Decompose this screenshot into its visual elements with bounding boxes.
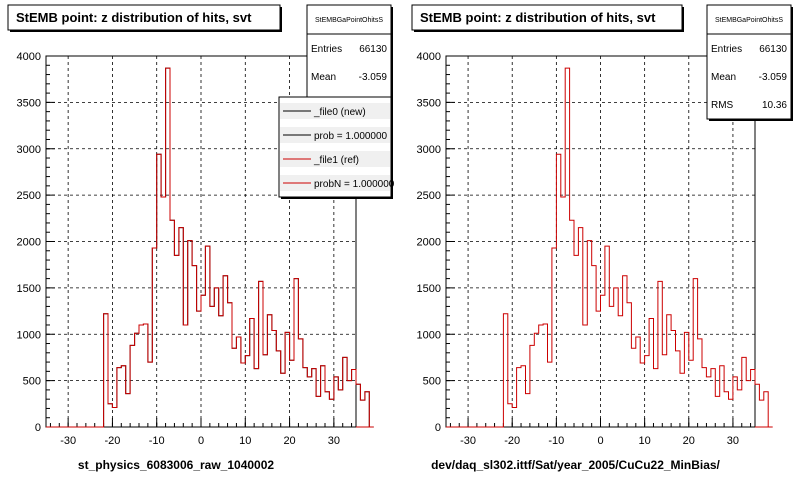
y-tick-label: 500 bbox=[423, 376, 441, 388]
histogram-series-1 bbox=[446, 67, 773, 428]
stats-name: StEMBGaPointOhitsS bbox=[315, 17, 383, 24]
y-tick-label: 2000 bbox=[17, 237, 41, 249]
x-tick-label: -20 bbox=[504, 435, 520, 447]
title-box bbox=[411, 4, 683, 31]
x-tick-label: 20 bbox=[683, 435, 695, 447]
stats-value: 10.36 bbox=[762, 100, 787, 111]
y-tick-label: 4000 bbox=[417, 51, 441, 63]
y-tick-label: 500 bbox=[23, 376, 41, 388]
legend-label-2: prob = 1.000000 bbox=[314, 131, 388, 142]
chart-panel-1: -30 -20 -10 0 10 20 30 0 500 1000 1500 2000 2500 3000… bbox=[7, 4, 395, 472]
y-tick-label: 4000 bbox=[17, 51, 41, 63]
y-tick-label: 0 bbox=[35, 422, 41, 434]
title-box bbox=[7, 4, 281, 31]
x-tick-label: -30 bbox=[60, 435, 76, 447]
y-tick-label: 3000 bbox=[17, 144, 41, 156]
stats-value: 66130 bbox=[759, 44, 787, 55]
legend-label-4: probN = 1.000000 bbox=[314, 179, 395, 190]
stats-value: 66130 bbox=[359, 44, 387, 55]
chart-title: StEMB point: z distribution of hits, svt bbox=[16, 10, 252, 25]
stats-label: Mean bbox=[711, 72, 736, 83]
legend-label-3: _file1 (ref) bbox=[313, 155, 359, 166]
y-tick-label: 3500 bbox=[417, 97, 441, 109]
y-tick-label: 1000 bbox=[417, 329, 441, 341]
x-tick-label: -20 bbox=[104, 435, 120, 447]
legend-entry-bg bbox=[280, 127, 390, 143]
stats-value: -3.059 bbox=[759, 72, 788, 83]
x-tick-label: -30 bbox=[460, 435, 476, 447]
stats-label: Entries bbox=[311, 44, 342, 55]
x-tick-label: 30 bbox=[727, 435, 739, 447]
y-tick-label: 2500 bbox=[17, 190, 41, 202]
legend-entry-bg bbox=[280, 151, 390, 167]
x-tick-label: 30 bbox=[328, 435, 340, 447]
stats-value: -3.059 bbox=[359, 72, 388, 83]
chart-panel-2: -30 -20 -10 0 10 20 30 0 500 1000 1500 2000 2500 3000… bbox=[411, 4, 793, 472]
x-tick-label: 0 bbox=[198, 435, 204, 447]
y-tick-label: 2000 bbox=[417, 237, 441, 249]
histogram-series-2 bbox=[46, 67, 374, 428]
y-tick-label: 1500 bbox=[17, 283, 41, 295]
legend-entry-bg bbox=[280, 175, 390, 191]
x-tick-label: 20 bbox=[283, 435, 295, 447]
x-axis-label: dev/daq_sl302.ittf/Sat/year_2005/CuCu22_… bbox=[431, 458, 720, 472]
x-axis-label: st_physics_6083006_raw_1040002 bbox=[78, 458, 274, 472]
y-tick-label: 1000 bbox=[17, 329, 41, 341]
y-tick-label: 1500 bbox=[417, 283, 441, 295]
x-tick-label: -10 bbox=[149, 435, 165, 447]
x-tick-label: -10 bbox=[548, 435, 564, 447]
y-tick-label: 2500 bbox=[417, 190, 441, 202]
legend-entry-bg bbox=[280, 103, 390, 119]
y-tick-label: 3000 bbox=[417, 144, 441, 156]
chart-title: StEMB point: z distribution of hits, svt bbox=[420, 10, 656, 25]
y-tick-label: 0 bbox=[435, 422, 441, 434]
stats-label: Entries bbox=[711, 44, 742, 55]
stats-label: RMS bbox=[711, 100, 734, 111]
stats-label: Mean bbox=[311, 72, 336, 83]
stats-name: StEMBGaPointOhitsS bbox=[715, 17, 783, 24]
y-tick-label: 3500 bbox=[17, 97, 41, 109]
legend-label-1: _file0 (new) bbox=[313, 107, 366, 118]
stats-box bbox=[706, 4, 792, 120]
x-tick-label: 10 bbox=[639, 435, 651, 447]
x-tick-label: 0 bbox=[597, 435, 603, 447]
x-tick-label: 10 bbox=[239, 435, 251, 447]
